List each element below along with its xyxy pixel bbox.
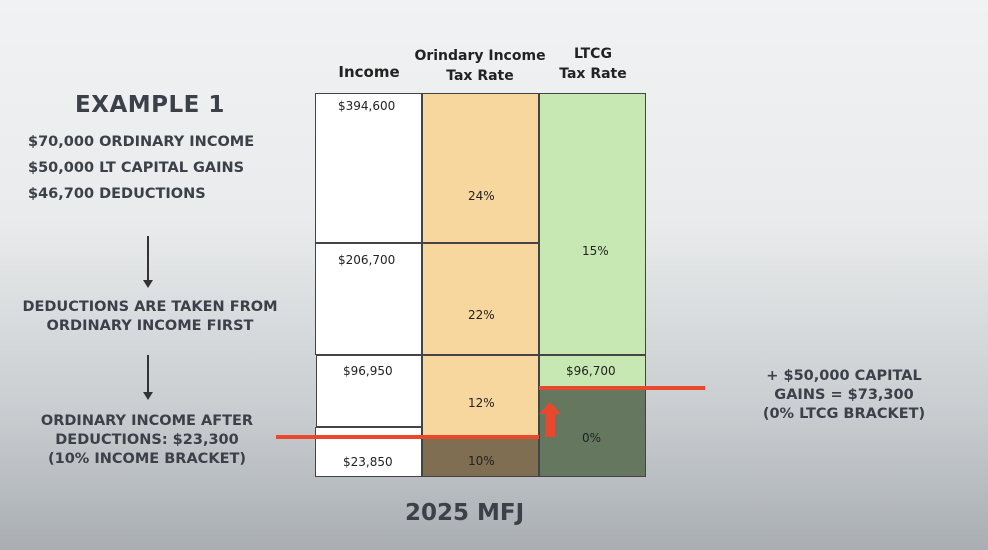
- cg-note-line3: (0% LTCG BRACKET): [762, 406, 926, 422]
- income-cell-394600: [315, 93, 422, 243]
- ordinary-header-line2: Tax Rate: [446, 68, 514, 84]
- ordinary-bracket-22: [422, 243, 539, 355]
- example-title: EXAMPLE 1: [75, 92, 225, 118]
- ltcg-header-line1: LTCG: [574, 46, 612, 62]
- ltcg-bracket-15: [539, 93, 646, 355]
- after-deductions-note: ORDINARY INCOME AFTER DEDUCTIONS: $23,30…: [30, 412, 264, 469]
- ordinary-income-marker-line: [276, 435, 539, 439]
- cg-note-line1: + $50,000 CAPITAL: [766, 368, 922, 384]
- capital-gains-line: $50,000 LT CAPITAL GAINS: [28, 160, 245, 176]
- after-note-line1: ORDINARY INCOME AFTER: [40, 413, 254, 429]
- ordinary-bracket-10: [422, 437, 539, 477]
- ordinary-income-line: $70,000 ORDINARY INCOME: [28, 134, 255, 150]
- ltcg-threshold-96700: $96,700: [566, 364, 616, 378]
- footer-label: 2025 MFJ: [405, 500, 525, 526]
- ordinary-rate-10: 10%: [468, 454, 495, 468]
- income-threshold-23850: $23,850: [343, 455, 393, 469]
- ltcg-header-line2: Tax Rate: [559, 66, 627, 82]
- after-note-line2: DEDUCTIONS: $23,300: [55, 432, 239, 448]
- deductions-note: DEDUCTIONS ARE TAKEN FROM ORDINARY INCOM…: [14, 298, 286, 336]
- ordinary-rate-24: 24%: [468, 189, 495, 203]
- after-note-line3: (10% INCOME BRACKET): [47, 451, 246, 467]
- income-threshold-96950: $96,950: [343, 364, 393, 378]
- ltcg-rate-15: 15%: [582, 244, 609, 258]
- ltcg-rate-header: LTCG Tax Rate: [540, 44, 646, 84]
- ordinary-bracket-24: [422, 93, 539, 243]
- income-threshold-206700: $206,700: [338, 253, 396, 267]
- capital-gains-marker-line: [539, 386, 705, 390]
- income-threshold-394600: $394,600: [338, 99, 396, 113]
- income-cell-206700: [315, 243, 422, 355]
- deductions-note-line1: DEDUCTIONS ARE TAKEN FROM: [22, 299, 278, 315]
- ordinary-header-line1: Orindary Income: [414, 48, 546, 64]
- income-cell-96950: [316, 355, 422, 427]
- cg-note-line2: GAINS = $73,300: [774, 387, 914, 403]
- deductions-note-line2: ORDINARY INCOME FIRST: [46, 318, 254, 334]
- capital-gains-note: + $50,000 CAPITAL GAINS = $73,300 (0% LT…: [730, 367, 958, 424]
- ordinary-rate-header: Orindary Income Tax Rate: [410, 46, 550, 86]
- deductions-line: $46,700 DEDUCTIONS: [28, 186, 206, 202]
- ordinary-rate-12: 12%: [468, 396, 495, 410]
- ordinary-bracket-12: [422, 355, 539, 437]
- income-header: Income: [338, 63, 400, 81]
- ordinary-rate-22: 22%: [468, 308, 495, 322]
- ltcg-rate-0: 0%: [582, 431, 602, 445]
